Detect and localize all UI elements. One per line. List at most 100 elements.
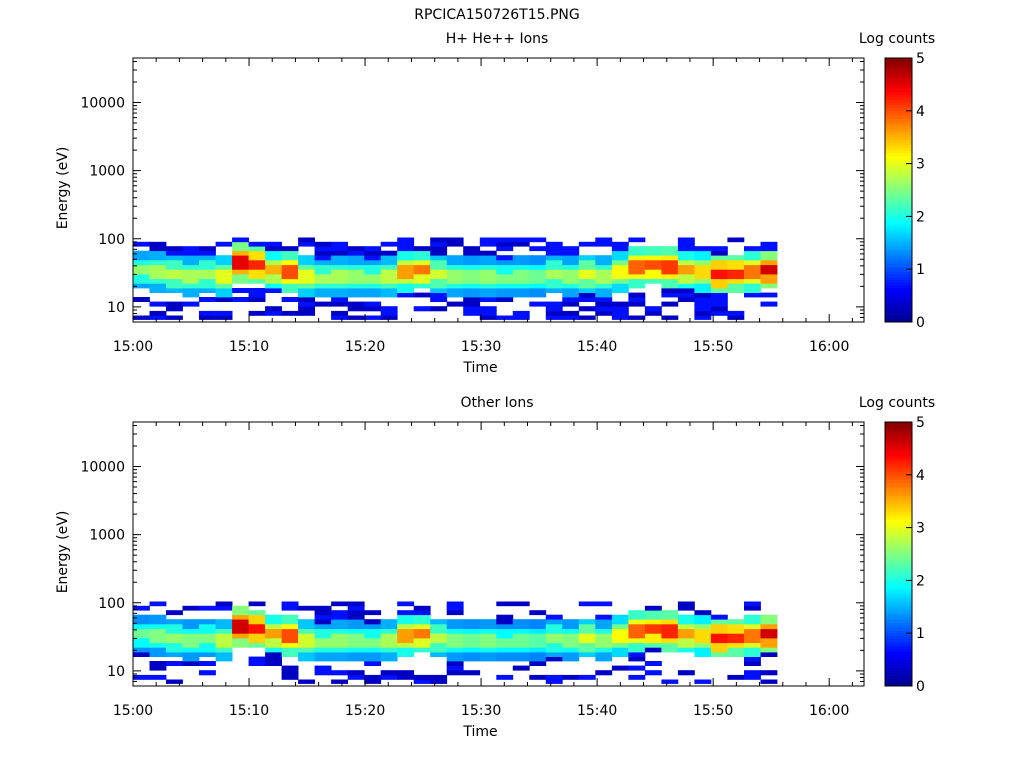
colorbar-segment [885,190,912,193]
heatmap-cell [744,269,761,275]
colorbar-segment [885,168,912,172]
heatmap-cell [232,269,249,275]
heatmap-cell [578,288,596,293]
heatmap-cell [182,260,200,266]
heatmap-cell [578,255,596,261]
heatmap-cell [578,674,596,680]
heatmap-cell [727,260,745,266]
heatmap-cell [149,647,167,653]
heatmap-cell [199,605,216,611]
heatmap-cell [248,278,266,284]
heatmap-cell [413,638,431,644]
heatmap-cell [149,278,167,284]
heatmap-cell [463,274,481,280]
heatmap-cell [463,647,481,653]
heatmap-cells [133,601,778,684]
heatmap-cell [446,652,464,657]
heatmap-cell [479,297,497,302]
heatmap-cell [744,628,761,634]
heatmap-cell [694,624,712,630]
heatmap-cell [380,619,398,625]
colorbar-segment [885,614,912,618]
heatmap-cell [628,638,646,644]
heatmap-cell [744,652,761,657]
heatmap-cell [744,674,761,680]
heatmap-cell [479,315,497,320]
colorbar-segment [885,622,912,626]
heatmap-cell [694,315,712,320]
colorbar-segment [885,200,912,204]
heatmap-cell [314,288,332,293]
colorbar-segment [885,683,912,687]
heatmap-cell [314,250,332,256]
heatmap-cell [595,614,613,620]
colorbar-segment [885,561,912,565]
colorbar-segment [885,680,912,684]
heatmap-cell [760,628,778,634]
heatmap-cell [265,624,282,630]
heatmap-cell [545,250,563,256]
heatmap-cell [644,264,662,270]
heatmap-cell [364,624,382,630]
heatmap-cell [265,269,282,275]
heatmap-cell [232,614,249,620]
colorbar-segment [885,166,912,170]
colorbar-segment [885,495,912,499]
heatmap-cell [512,288,530,293]
heatmap-cell [215,310,233,316]
heatmap-cell [760,619,778,625]
heatmap-cell [413,679,431,684]
heatmap-cell [628,674,646,680]
x-tick-label: 15:50 [693,339,733,355]
heatmap-cell [744,601,761,607]
colorbar-segment [885,448,912,452]
colorbar-segment [885,538,912,542]
heatmap-cell [281,670,299,676]
heatmap-cell [661,614,679,620]
colorbar-segment [885,158,912,162]
heatmap-cell [512,665,530,671]
heatmap-cell [248,610,266,616]
heatmap-cell [479,274,497,280]
colorbar-segment [885,234,912,238]
heatmap-cell [232,605,249,611]
heatmap-cell [133,614,150,620]
heatmap-cell [232,260,249,266]
heatmap-cell [760,278,778,284]
heatmap-cell [578,292,596,298]
heatmap-cell [265,619,282,625]
heatmap-cell [677,619,695,625]
heatmap-cell [644,310,662,316]
colorbar-segment [885,60,912,64]
heatmap-cell [661,628,679,634]
x-axis: 15:00 15:10 15:20 15:30 15:40 15:50 16:00 Time [113,58,853,376]
colorbar-segment [885,292,912,296]
heatmap-cell [265,260,282,266]
heatmap-cell [463,292,481,298]
heatmap-cell [562,624,580,630]
colorbar-segment [885,662,912,666]
heatmap-cell [347,652,365,657]
heatmap-cell [578,624,596,630]
heatmap-cell [298,237,315,243]
heatmap-cell [578,264,596,270]
heatmap-cell [413,250,431,256]
heatmap-cell [727,283,745,289]
colorbar-segment [885,219,912,222]
heatmap-cell [347,283,365,289]
heatmap-cell [149,652,167,657]
heatmap-cell [248,601,266,607]
heatmap-cell [545,278,563,284]
heatmap-cell [199,255,216,261]
heatmap-cell [744,656,761,662]
heatmap-cell [215,605,233,611]
heatmap-cell [248,624,266,630]
colorbar-segment [885,627,912,631]
colorbar-segment [885,532,912,536]
heatmap-cell [644,605,662,611]
heatmap-cell [760,246,778,252]
heatmap-cell [182,633,200,639]
heatmap-cell [578,260,596,266]
colorbar-segment [885,89,912,93]
